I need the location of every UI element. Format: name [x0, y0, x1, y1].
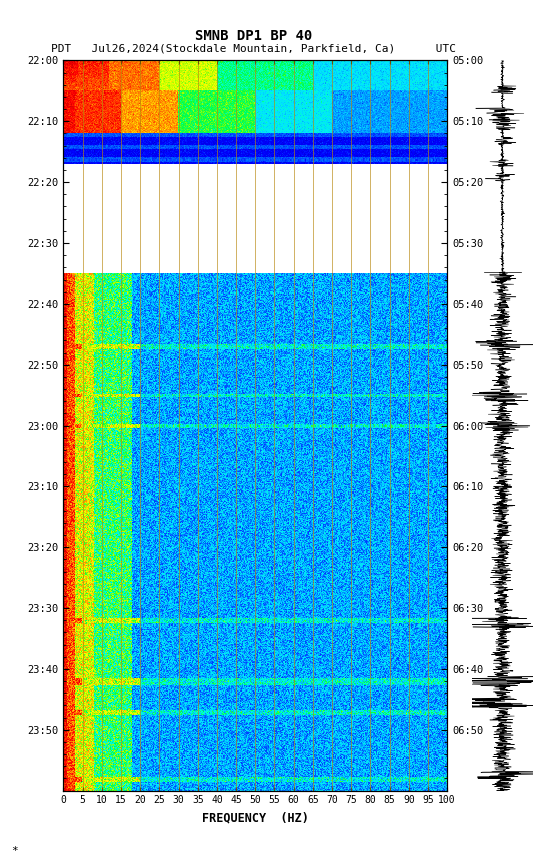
X-axis label: FREQUENCY  (HZ): FREQUENCY (HZ)	[202, 811, 309, 824]
Text: SMNB DP1 BP 40: SMNB DP1 BP 40	[195, 29, 312, 42]
Text: PDT   Jul26,2024(Stockdale Mountain, Parkfield, Ca)      UTC: PDT Jul26,2024(Stockdale Mountain, Parkf…	[51, 43, 457, 54]
Text: *: *	[11, 846, 18, 855]
